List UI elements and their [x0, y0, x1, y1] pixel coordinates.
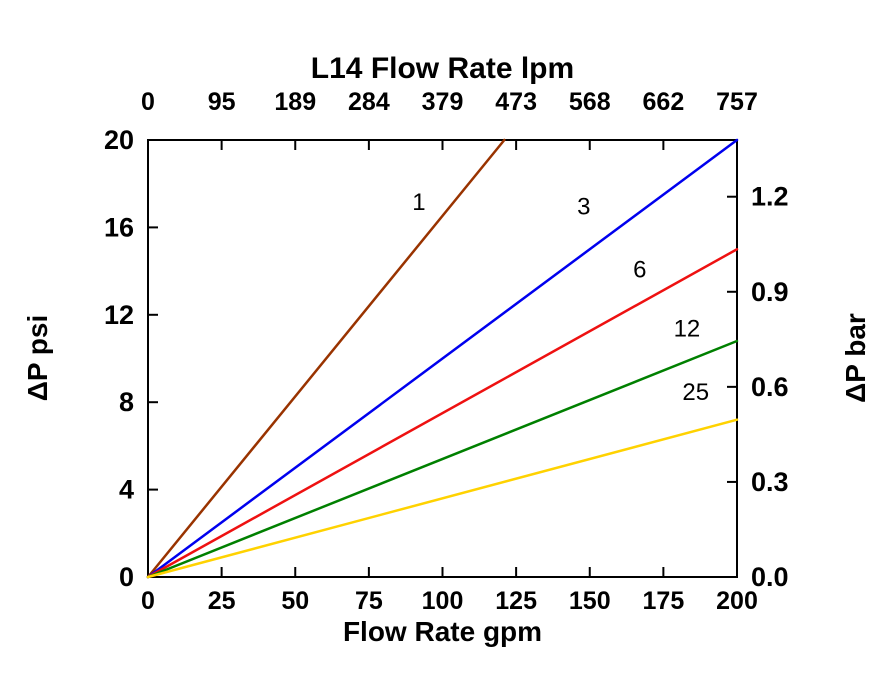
x-top-tick-label: 0	[141, 88, 155, 116]
y-left-tick-label: 0	[119, 562, 134, 592]
x-bottom-tick-label: 25	[208, 587, 236, 615]
x-top-tick-label: 662	[643, 88, 685, 116]
y-left-tick-label: 20	[104, 125, 134, 155]
left-axis-title: ΔP psi	[22, 314, 53, 402]
top-axis-title: L14 Flow Rate lpm	[310, 52, 575, 85]
series-line-12	[146, 339, 739, 579]
y-right-tick-label: 0.6	[751, 372, 789, 402]
x-bottom-tick-label: 150	[569, 587, 611, 615]
y-right-tick-label: 0.3	[751, 467, 789, 497]
x-bottom-tick-label: 0	[141, 587, 155, 615]
y-left-tick-label: 16	[104, 212, 134, 242]
x-top-tick-label: 189	[274, 88, 316, 116]
series-label-25: 25	[682, 379, 709, 406]
x-top-tick-label: 473	[495, 88, 537, 116]
y-right-tick-label: 1.2	[751, 182, 789, 212]
y-left-tick-label: 8	[119, 387, 134, 417]
x-top-tick-label: 95	[208, 88, 236, 116]
series-label-6: 6	[633, 257, 646, 284]
y-left-tick-label: 4	[119, 475, 134, 505]
right-axis-title: ΔP bar	[840, 313, 871, 403]
x-bottom-tick-label: 50	[281, 587, 309, 615]
x-bottom-tick-label: 100	[422, 587, 464, 615]
series-line-6	[146, 248, 739, 579]
x-bottom-tick-label: 200	[716, 587, 758, 615]
y-right-tick-label: 0.9	[751, 277, 789, 307]
bottom-axis-title: Flow Rate gpm	[342, 616, 543, 647]
series-line-1	[146, 138, 506, 579]
y-right-tick-label: 0.0	[751, 562, 789, 592]
x-top-tick-label: 379	[422, 88, 464, 116]
x-bottom-tick-label: 175	[643, 587, 685, 615]
x-top-tick-label: 757	[716, 88, 758, 116]
x-bottom-tick-label: 125	[495, 587, 537, 615]
series-label-1: 1	[412, 189, 425, 216]
x-top-tick-label: 284	[348, 88, 390, 116]
series-label-3: 3	[577, 193, 590, 220]
series-line-25	[146, 418, 739, 579]
x-top-tick-label: 568	[569, 88, 611, 116]
x-bottom-tick-label: 75	[355, 587, 383, 615]
series-line-3	[146, 138, 739, 579]
y-left-tick-label: 12	[104, 300, 134, 330]
series-label-12: 12	[674, 316, 701, 343]
